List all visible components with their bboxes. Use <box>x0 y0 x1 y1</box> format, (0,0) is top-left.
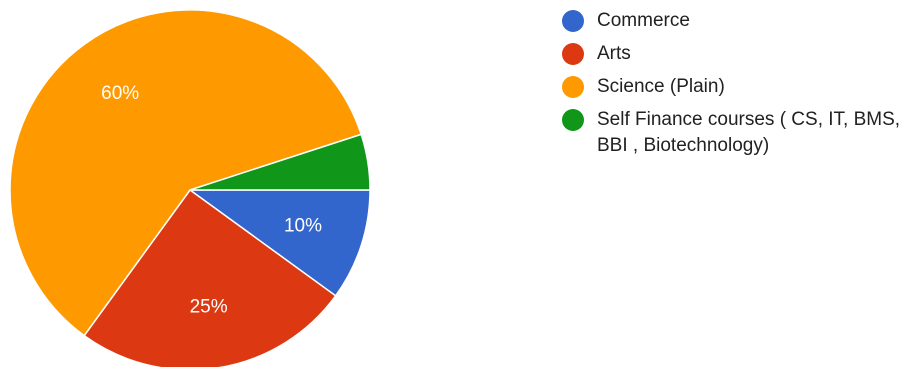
pie-slice-arts[interactable] <box>83 188 337 367</box>
legend-swatch-arts <box>562 43 584 65</box>
pie-slice-commerce[interactable] <box>187 189 371 297</box>
legend-item-self-finance[interactable]: Self Finance courses ( CS, IT, BMS, BBI … <box>562 107 918 159</box>
pie-chart: 10% 25% 60% <box>9 9 371 367</box>
pie-slice-science-plain[interactable] <box>9 9 363 337</box>
pie-slice-self-finance[interactable] <box>189 133 371 191</box>
slice-label-commerce: 10% <box>284 216 322 237</box>
legend-label-commerce: Commerce <box>597 10 690 31</box>
legend-label-self-finance: Self Finance courses ( CS, IT, BMS, BBI … <box>597 109 901 156</box>
chart-legend: Commerce Arts Science (Plain) Self Finan… <box>562 8 918 166</box>
slice-label-arts: 25% <box>190 296 228 317</box>
legend-swatch-science-plain <box>562 76 584 98</box>
legend-swatch-commerce <box>562 10 584 32</box>
legend-label-arts: Arts <box>597 43 631 64</box>
legend-item-commerce[interactable]: Commerce <box>562 8 918 34</box>
legend-item-science-plain[interactable]: Science (Plain) <box>562 74 918 100</box>
slice-label-science-plain: 60% <box>101 83 139 104</box>
legend-label-science-plain: Science (Plain) <box>597 76 725 97</box>
legend-swatch-self-finance <box>562 109 584 131</box>
legend-item-arts[interactable]: Arts <box>562 41 918 67</box>
